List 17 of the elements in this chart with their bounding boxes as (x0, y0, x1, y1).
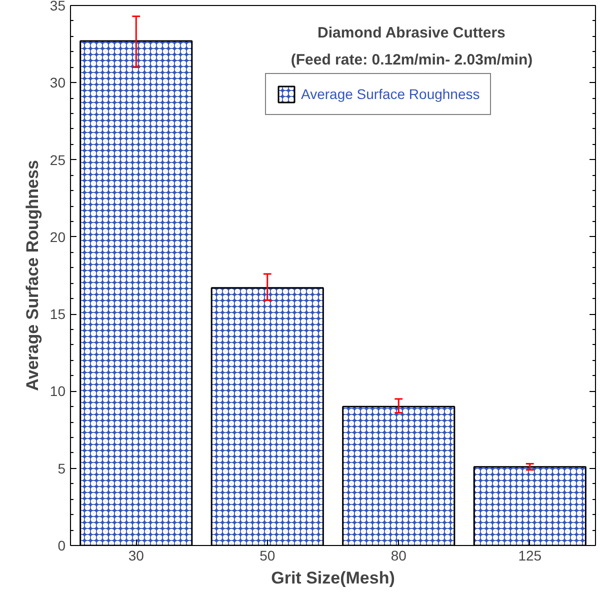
y-tick-label: 0 (58, 538, 66, 554)
y-tick-label: 10 (50, 383, 66, 400)
y-tick-label: 5 (58, 460, 66, 476)
y-tick-label: 35 (50, 0, 66, 14)
y-tick-label: 15 (50, 306, 66, 322)
text: (Feed rate: 0.12m/min- 2.03m/min) (290, 51, 533, 68)
x-tick-label: 30 (128, 548, 144, 564)
x-axis-title: Grit Size(Mesh) (271, 568, 395, 588)
x-tick-label: 50 (260, 548, 276, 564)
y-tick-label: 30 (50, 74, 66, 91)
x-tick-label: 80 (390, 548, 407, 564)
y-tick-label: 20 (50, 228, 66, 245)
y-tick-label: 25 (50, 152, 66, 168)
y-axis-title: Average Surface Roughness (22, 160, 42, 391)
x-tick-label: 125 (518, 548, 542, 564)
legend-label: Average Surface Roughness (301, 86, 480, 102)
text: Diamond Abrasive Cutters (318, 24, 506, 42)
